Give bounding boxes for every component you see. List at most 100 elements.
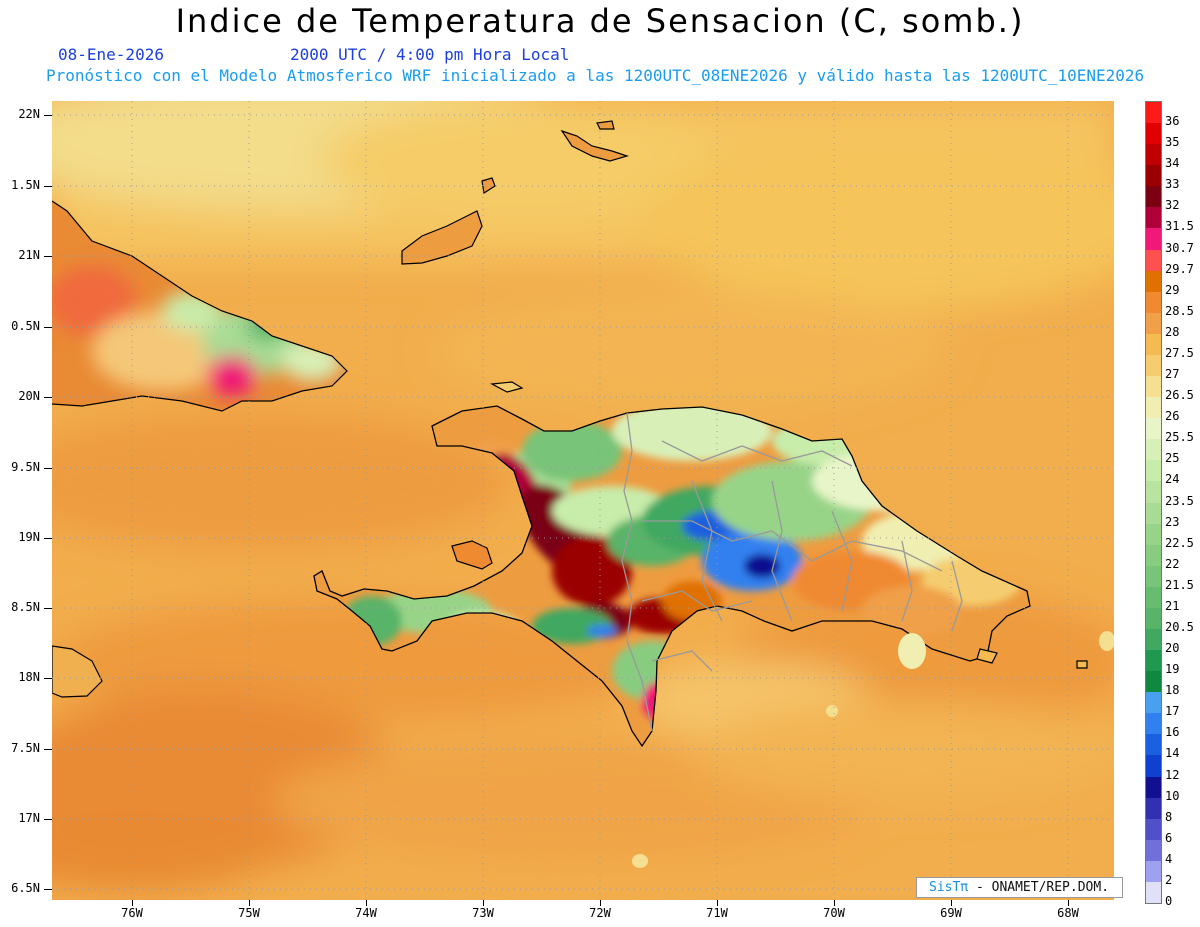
legend-label: 19 bbox=[1165, 662, 1180, 677]
gonave-island bbox=[451, 540, 493, 570]
sea-cells bbox=[632, 631, 1114, 868]
lon-tick bbox=[951, 900, 952, 906]
legend-label: 16 bbox=[1165, 725, 1180, 740]
legend-label: 2 bbox=[1165, 872, 1173, 887]
legend-label: 21.5 bbox=[1165, 577, 1194, 592]
model-info: Pronóstico con el Modelo Atmosferico WRF… bbox=[46, 66, 1145, 85]
lat-label: 18N bbox=[18, 670, 40, 684]
legend-swatch bbox=[1146, 291, 1161, 314]
legend-label: 35 bbox=[1165, 135, 1180, 150]
lon-tick bbox=[834, 900, 835, 906]
legend-label: 22 bbox=[1165, 556, 1180, 571]
lon-tick bbox=[1068, 900, 1069, 906]
legend-swatch bbox=[1146, 671, 1161, 693]
lat-tick bbox=[44, 889, 52, 890]
lat-tick bbox=[44, 256, 52, 257]
lat-label: 6.5N bbox=[11, 881, 40, 895]
lat-tick bbox=[44, 186, 52, 187]
legend-swatch bbox=[1146, 881, 1161, 904]
legend-label: 25 bbox=[1165, 451, 1180, 466]
lat-label: 19N bbox=[18, 530, 40, 544]
heat-index-map bbox=[52, 101, 1114, 900]
legend-label: 32 bbox=[1165, 198, 1180, 213]
lat-label: 9.5N bbox=[11, 460, 40, 474]
lon-label: 74W bbox=[355, 906, 377, 920]
lat-tick bbox=[44, 678, 52, 679]
legend-label: 12 bbox=[1165, 767, 1180, 782]
legend-swatch bbox=[1146, 354, 1161, 377]
forecast-time: 2000 UTC / 4:00 pm Hora Local bbox=[290, 45, 570, 64]
lat-label: 8.5N bbox=[11, 600, 40, 614]
legend-label: 33 bbox=[1165, 177, 1180, 192]
mona-island bbox=[1076, 660, 1088, 669]
legend-swatch bbox=[1146, 312, 1161, 335]
legend-swatch bbox=[1146, 628, 1161, 651]
legend-label: 17 bbox=[1165, 704, 1180, 719]
legend-label: 22.5 bbox=[1165, 535, 1194, 550]
legend-swatch bbox=[1146, 565, 1161, 588]
lon-tick bbox=[717, 900, 718, 906]
legend-swatch bbox=[1146, 481, 1161, 503]
legend-swatch bbox=[1146, 439, 1161, 461]
lon-label: 71W bbox=[706, 906, 728, 920]
lat-tick bbox=[44, 538, 52, 539]
legend-label: 20.5 bbox=[1165, 619, 1194, 634]
legend-label: 23.5 bbox=[1165, 493, 1194, 508]
legend-label: 8 bbox=[1165, 809, 1173, 824]
lon-tick bbox=[483, 900, 484, 906]
legend-swatch bbox=[1146, 818, 1161, 841]
legend-swatch bbox=[1146, 734, 1161, 756]
legend-swatch bbox=[1146, 397, 1161, 419]
legend-label: 10 bbox=[1165, 788, 1180, 803]
bahamas-islands bbox=[401, 120, 630, 265]
map-title: Indice de Temperatura de Sensacion (C, s… bbox=[175, 2, 1025, 40]
lon-label: 68W bbox=[1057, 906, 1079, 920]
lon-label: 73W bbox=[472, 906, 494, 920]
tortuga-island bbox=[489, 381, 524, 393]
legend-label: 24 bbox=[1165, 472, 1180, 487]
lat-tick bbox=[44, 397, 52, 398]
legend-swatch bbox=[1146, 544, 1161, 567]
sistpi-logo: SisTπ bbox=[929, 880, 969, 895]
legend-label: 21 bbox=[1165, 598, 1180, 613]
legend-label: 14 bbox=[1165, 746, 1180, 761]
lat-tick bbox=[44, 608, 52, 609]
legend-label: 29.7 bbox=[1165, 261, 1194, 276]
legend-swatch bbox=[1146, 102, 1161, 124]
lat-label: 20N bbox=[18, 389, 40, 403]
legend-label: 26 bbox=[1165, 409, 1180, 424]
legend-swatch bbox=[1146, 418, 1161, 440]
lat-label: 22N bbox=[18, 107, 40, 121]
lon-label: 70W bbox=[823, 906, 845, 920]
legend-label: 29 bbox=[1165, 282, 1180, 297]
legend-swatch bbox=[1146, 270, 1161, 293]
legend-label: 26.5 bbox=[1165, 388, 1194, 403]
lat-label: 21N bbox=[18, 248, 40, 262]
lat-tick bbox=[44, 327, 52, 328]
legend-swatch bbox=[1146, 207, 1161, 229]
legend-swatch bbox=[1146, 186, 1161, 208]
lat-tick bbox=[44, 468, 52, 469]
lon-tick bbox=[132, 900, 133, 906]
cuba-coastline bbox=[52, 200, 348, 412]
legend-swatch bbox=[1146, 797, 1161, 820]
lat-tick bbox=[44, 819, 52, 820]
lat-label: 7.5N bbox=[11, 741, 40, 755]
legend-label: 4 bbox=[1165, 851, 1173, 866]
legend-label: 30.7 bbox=[1165, 240, 1194, 255]
lon-tick bbox=[600, 900, 601, 906]
saona-island bbox=[976, 648, 998, 664]
legend-swatch bbox=[1146, 523, 1161, 546]
legend-swatch bbox=[1146, 586, 1161, 609]
legend-swatch bbox=[1146, 713, 1161, 735]
legend-swatch bbox=[1146, 692, 1161, 714]
lat-tick bbox=[44, 749, 52, 750]
legend-swatch bbox=[1146, 460, 1161, 482]
legend-label: 31.5 bbox=[1165, 219, 1194, 234]
legend-label: 0 bbox=[1165, 894, 1173, 908]
legend-label: 28 bbox=[1165, 324, 1180, 339]
legend-swatch bbox=[1146, 502, 1161, 525]
lat-label: 1.5N bbox=[11, 178, 40, 192]
legend-swatch bbox=[1146, 839, 1161, 862]
jamaica-fragment bbox=[52, 645, 103, 698]
